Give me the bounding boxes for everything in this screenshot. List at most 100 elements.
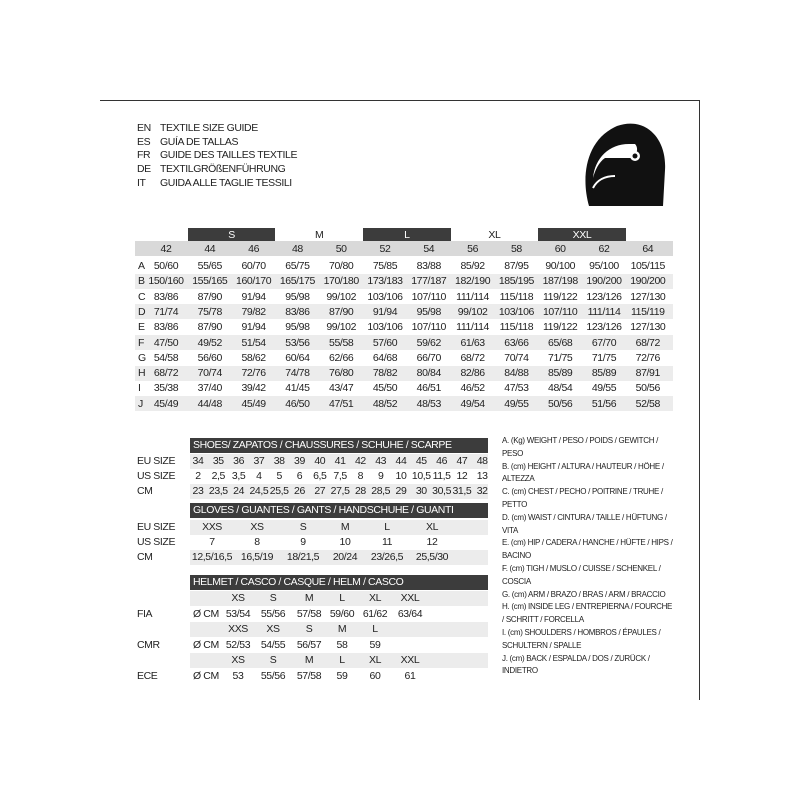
cell: 58/62 — [241, 351, 266, 364]
column-header: 56 — [467, 243, 479, 255]
cell: 177/187 — [411, 275, 447, 288]
legend-item: E. (cm) HIP / CADERA / HANCHE / HÜFTE / … — [502, 538, 673, 561]
top-rule — [100, 100, 700, 101]
cell: 45/49 — [153, 397, 179, 410]
cell: 35 — [212, 455, 224, 467]
cell: 95/98 — [416, 305, 442, 318]
legend-item: H. (cm) INSIDE LEG / ENTREPIERNA / FOURC… — [502, 602, 673, 625]
cell: 190/200 — [630, 275, 666, 288]
row-label: H — [138, 367, 146, 380]
cell: 27,5 — [330, 485, 350, 497]
column-header: 46 — [248, 243, 260, 255]
cell: 13 — [476, 470, 488, 482]
cell: 111/114 — [456, 290, 490, 303]
cell: 42 — [354, 455, 366, 467]
helmet-size: XL — [368, 592, 382, 604]
helmet-value: 59/60 — [329, 608, 355, 620]
cell: 66/70 — [416, 351, 442, 364]
cell: 107/110 — [411, 290, 447, 303]
cell: 72/76 — [635, 351, 661, 364]
helmet-size: XXL — [400, 592, 420, 604]
cell: 83/86 — [153, 321, 179, 334]
cell: 155/165 — [192, 275, 228, 288]
helmet-value: 58 — [336, 639, 348, 651]
helmet-value: 61/62 — [362, 608, 388, 620]
column-header: 62 — [598, 243, 610, 255]
size-group: XXL — [572, 229, 592, 241]
cell: 54/58 — [153, 351, 179, 364]
cell: 49/55 — [591, 382, 617, 395]
row-band — [190, 453, 488, 469]
cell: XS — [250, 521, 264, 533]
cell: 55/58 — [329, 336, 354, 349]
cell: 103/106 — [367, 321, 403, 334]
cell: 83/86 — [285, 305, 310, 318]
section-title: HELMET / CASCO / CASQUE / HELM / CASCO — [193, 576, 404, 588]
cell: 71/75 — [548, 351, 573, 364]
cell: 65/75 — [285, 260, 310, 272]
header-text: GUIDA ALLE TAGLIE TESSILI — [160, 176, 292, 189]
legend-item: J. (cm) BACK / ESPALDA / DOS / ZURÜCK / … — [502, 653, 650, 676]
row-band — [190, 590, 488, 606]
size-group-cell — [363, 228, 451, 241]
cell: 51/56 — [591, 397, 617, 410]
cell: 70/74 — [504, 351, 529, 364]
column-header: 58 — [510, 243, 522, 255]
row-band — [190, 652, 488, 668]
cell: 49/55 — [504, 397, 529, 410]
cell: 61/63 — [460, 336, 485, 349]
cell: 31,5 — [452, 485, 472, 497]
cell: 68/72 — [460, 351, 485, 364]
cell: 53/56 — [285, 336, 310, 349]
cell: 95/98 — [285, 321, 310, 334]
section-header-bg — [190, 503, 488, 518]
cell: 63/66 — [504, 336, 529, 349]
helmet-size: M — [304, 654, 314, 666]
row-band — [190, 621, 488, 637]
cell: 160/170 — [236, 275, 272, 288]
cell: 111/114 — [587, 305, 621, 318]
row-band — [135, 273, 673, 289]
column-header: 54 — [423, 243, 435, 255]
cell: 38 — [273, 455, 285, 467]
lang-code: DE — [137, 163, 151, 176]
cell: 107/110 — [542, 305, 578, 318]
cell: 190/200 — [586, 275, 622, 288]
helmet-size: L — [339, 592, 345, 604]
column-header: 48 — [291, 243, 303, 255]
cell: 99/102 — [457, 305, 488, 318]
cell: 68/72 — [153, 367, 179, 380]
cell: 35/38 — [153, 382, 179, 395]
cell: 165/175 — [279, 275, 316, 288]
cell: 64/68 — [372, 351, 398, 364]
size-group: M — [315, 229, 324, 241]
cell: 48/54 — [548, 382, 573, 395]
cell: 39/42 — [241, 382, 266, 395]
cell: 87/95 — [504, 260, 529, 272]
cell: 74/78 — [285, 367, 310, 380]
cell: 87/90 — [197, 321, 223, 334]
cell: 37/40 — [197, 382, 223, 395]
row-band — [135, 304, 673, 320]
cell: 2 — [195, 470, 201, 482]
header-text: GUÍA DE TALLAS — [160, 135, 239, 148]
helmet-value: 59 — [336, 670, 348, 682]
helmet-size: L — [339, 654, 345, 666]
cell: 48/53 — [416, 397, 442, 410]
lang-code: EN — [137, 122, 151, 134]
row-label: B — [138, 275, 145, 288]
cell: 10 — [339, 536, 351, 548]
cell: 10 — [395, 470, 407, 482]
row-label: D — [138, 305, 146, 318]
section-title: SHOES/ ZAPATOS / CHAUSSURES / SCHUHE / S… — [193, 439, 452, 451]
cell: 47/51 — [329, 397, 354, 410]
legend-item: F. (cm) TIGH / MUSLO / CUISSE / SCHENKEL… — [502, 563, 661, 586]
cell: 67/70 — [591, 336, 617, 349]
cell: 76/80 — [329, 367, 354, 380]
cell: 115/118 — [499, 321, 534, 334]
helmet-size: S — [269, 654, 277, 666]
helmet-value: 53 — [232, 670, 244, 682]
cell: 6,5 — [313, 470, 327, 482]
legend: A. (Kg) WEIGHT / PESO / POIDS / GEWITCH … — [502, 435, 674, 678]
cell: 91/94 — [241, 290, 266, 303]
